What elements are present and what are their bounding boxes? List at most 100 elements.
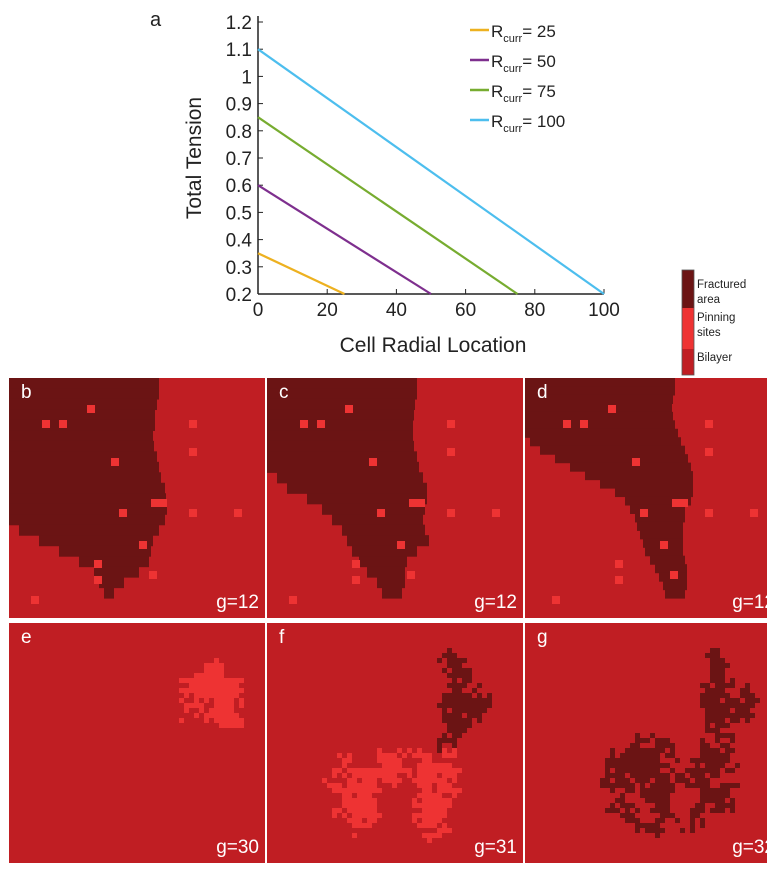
fracture-cell [224, 718, 229, 723]
pinning-site [87, 405, 95, 413]
fracture-cell [605, 768, 610, 773]
fracture-cell [715, 773, 720, 778]
fracture-cell [710, 653, 715, 658]
fracture-cell [630, 813, 635, 818]
fracture-cell [665, 778, 670, 783]
fracture-cell [640, 773, 645, 778]
fracture-map-g [525, 623, 767, 863]
fractured-area-row [267, 398, 415, 411]
fracture-cell [214, 683, 219, 688]
fracture-cell [700, 818, 705, 823]
fracture-cell [750, 693, 755, 698]
fracture-cell [224, 683, 229, 688]
fracture-cell [720, 703, 725, 708]
fracture-cell [377, 768, 382, 773]
fracture-cell [690, 768, 695, 773]
generation-label-e: g=30 [216, 837, 259, 858]
fractured-area-row [332, 514, 423, 526]
fracture-cell [342, 758, 347, 763]
fracture-cell [332, 783, 337, 788]
fractured-area-row [267, 430, 413, 442]
fracture-cell [362, 773, 367, 778]
fracture-cell [660, 803, 665, 808]
fractured-area-row [9, 440, 154, 452]
fracture-cell [362, 803, 367, 808]
fracture-cell [407, 768, 412, 773]
fractured-area-row [9, 472, 161, 484]
fracture-cell [357, 808, 362, 813]
fracture-cell [219, 713, 224, 718]
fracture-cell [735, 703, 740, 708]
fracture-cell [650, 798, 655, 803]
fracture-cell [735, 783, 740, 788]
fracture-cell [665, 803, 670, 808]
fracture-cell [447, 653, 452, 658]
fracture-cell [625, 813, 630, 818]
fracture-cell [447, 718, 452, 723]
fracture-cell [745, 693, 750, 698]
fracture-cell [372, 773, 377, 778]
fracture-cell [422, 833, 427, 838]
fracture-cell [640, 788, 645, 793]
x-axis-label: Cell Radial Location [340, 334, 527, 357]
fracture-cell [422, 763, 427, 768]
fracture-cell [362, 798, 367, 803]
fracture-cell [665, 793, 670, 798]
fracture-cell [650, 733, 655, 738]
fracture-cell [229, 693, 234, 698]
fracture-cell [407, 748, 412, 753]
fracture-cell [705, 708, 710, 713]
fracture-cell [214, 713, 219, 718]
fracture-cell [367, 823, 372, 828]
fracture-cell [377, 813, 382, 818]
fracture-cell [367, 813, 372, 818]
fracture-cell [362, 788, 367, 793]
fracture-cell [452, 773, 457, 778]
fracture-cell [234, 683, 239, 688]
panel-label-c: c [279, 382, 289, 403]
fractured-area-row [630, 504, 685, 514]
fractured-area-row [94, 566, 139, 578]
fracture-map-b [9, 378, 265, 618]
fracture-cell [715, 663, 720, 668]
fracture-cell [705, 743, 710, 748]
fracture-cell [700, 783, 705, 788]
fracture-cell [357, 793, 362, 798]
fracture-cell [670, 788, 675, 793]
fracture-cell [447, 788, 452, 793]
fractured-area-row [347, 535, 429, 547]
fracture-cell [352, 818, 357, 823]
fracture-cell [700, 798, 705, 803]
fracture-cell [234, 713, 239, 718]
fracture-cell [715, 683, 720, 688]
fracture-cell [690, 823, 695, 828]
fracture-cell [630, 773, 635, 778]
fracture-cell [655, 818, 660, 823]
fracture-cell [670, 813, 675, 818]
fracture-cell [462, 693, 467, 698]
fracture-cell [655, 778, 660, 783]
fracture-cell [199, 673, 204, 678]
fracture-cell [620, 803, 625, 808]
fracture-cell [239, 718, 244, 723]
pinning-site [552, 596, 560, 604]
fracture-cell [467, 703, 472, 708]
fracture-cell [347, 783, 352, 788]
fracture-cell [367, 818, 372, 823]
fracture-cell [437, 783, 442, 788]
fracture-cell [635, 778, 640, 783]
fractured-area-row [104, 587, 114, 599]
series-line-3 [257, 48, 605, 295]
fracture-cell [412, 813, 417, 818]
fracture-cell [214, 693, 219, 698]
fracture-cell [392, 778, 397, 783]
fracture-cell [610, 758, 615, 763]
fracture-cell [700, 793, 705, 798]
fracture-cell [720, 678, 725, 683]
fracture-cell [750, 703, 755, 708]
fractured-area-row [635, 513, 685, 523]
fracture-cell [705, 703, 710, 708]
fracture-cell [645, 763, 650, 768]
fracture-cell [452, 778, 457, 783]
fracture-cell [690, 818, 695, 823]
